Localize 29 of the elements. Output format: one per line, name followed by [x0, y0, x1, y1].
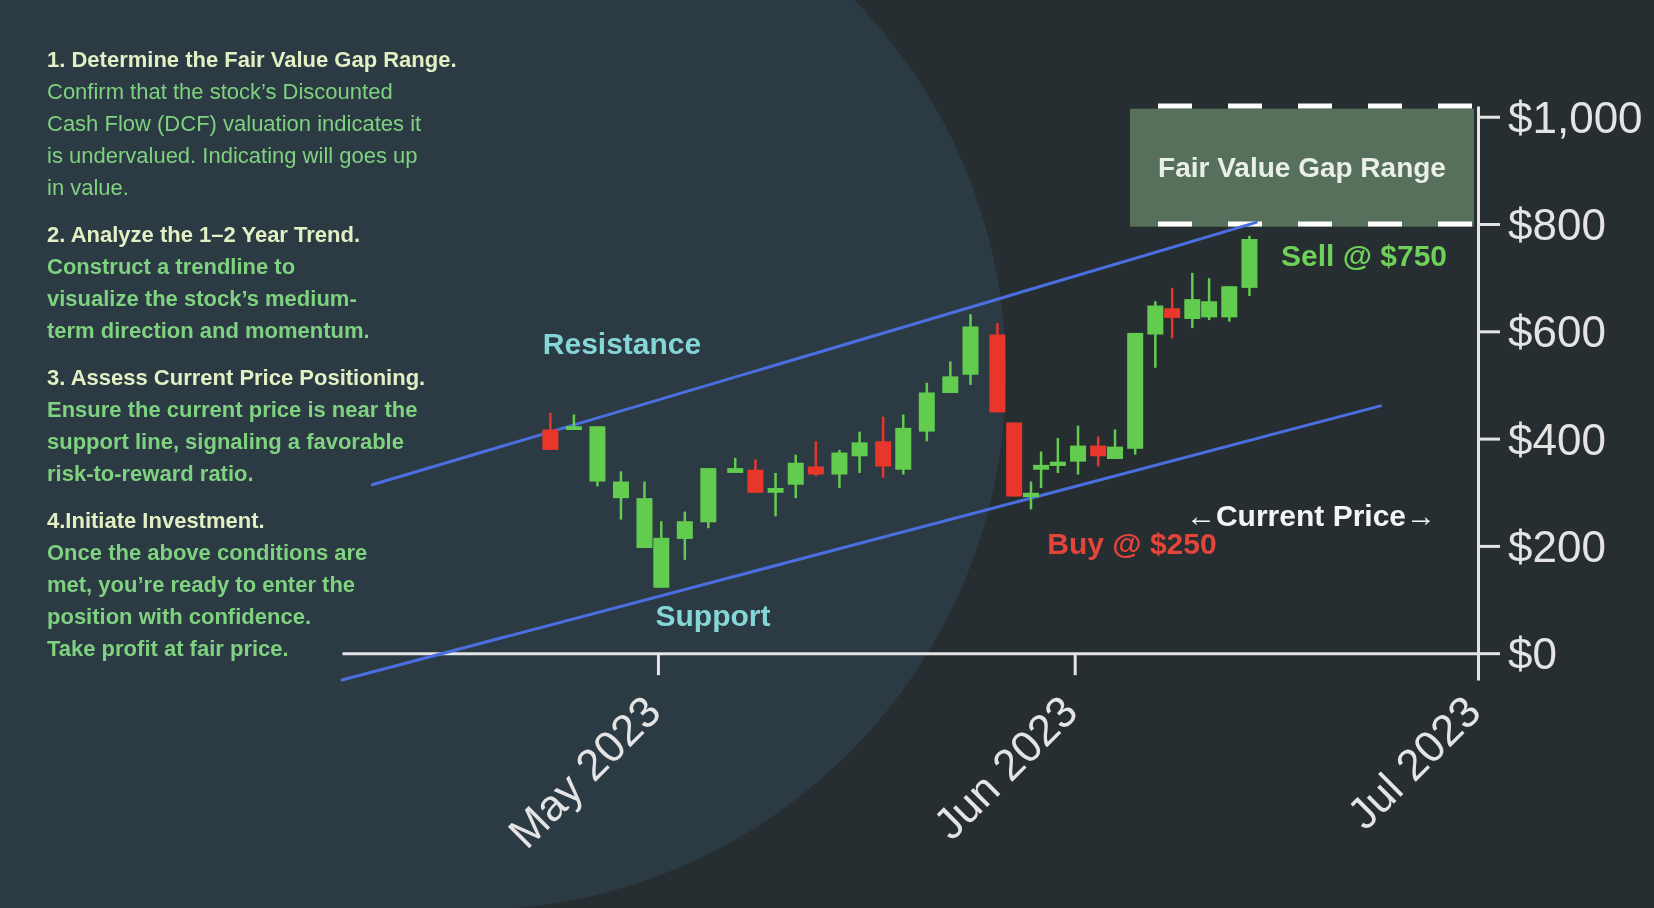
annotation: Sell @ $750	[1280, 238, 1448, 272]
y-tick-label: $1,000	[1508, 92, 1643, 142]
candlestick	[747, 458, 764, 495]
candlestick	[831, 448, 848, 490]
annotation: 4.Initiate Investment. Once the above conditions are met, you’re ready to enter the position with confidence. Take profit at fair price.	[47, 507, 368, 661]
y-tick-label: $800	[1508, 199, 1606, 249]
annotation: 3. Assess Current Price Positioning. Ensure the current price is near the support line, signaling a favorable risk-to-reward ratio.	[47, 364, 426, 486]
candlestick	[807, 440, 824, 478]
y-tick-label: $200	[1508, 521, 1606, 571]
candlestick	[851, 430, 868, 475]
y-tick-label: $400	[1508, 414, 1606, 464]
candlestick	[1070, 424, 1087, 476]
candlestick	[1022, 480, 1039, 511]
y-tick-label: $600	[1508, 307, 1606, 357]
candlestick	[612, 470, 629, 521]
candlestick	[542, 411, 559, 452]
y-tick-label: $0	[1508, 629, 1557, 679]
candlestick	[676, 510, 693, 562]
band-label: Fair Value Gap Range	[1158, 152, 1446, 184]
annotation: Support	[655, 598, 771, 632]
annotation: 1. Determine the Fair Value Gap Range. Confirm that the stock’s Discounted Cash Flow (DCF) valuation indicates it is undervalued. Indicating will goes up in value.	[47, 46, 457, 200]
annotation: Resistance	[542, 326, 702, 360]
candlestick	[1107, 428, 1124, 461]
candlestick	[787, 453, 804, 500]
candlestick	[942, 360, 959, 395]
candlestick	[767, 471, 784, 518]
annotation: 2. Analyze the 1–2 Year Trend. Construct a trendline to visualize the stock’s medium- term direction and momentum.	[47, 221, 370, 343]
candlestick	[1090, 435, 1107, 468]
candlestick	[1164, 286, 1181, 340]
